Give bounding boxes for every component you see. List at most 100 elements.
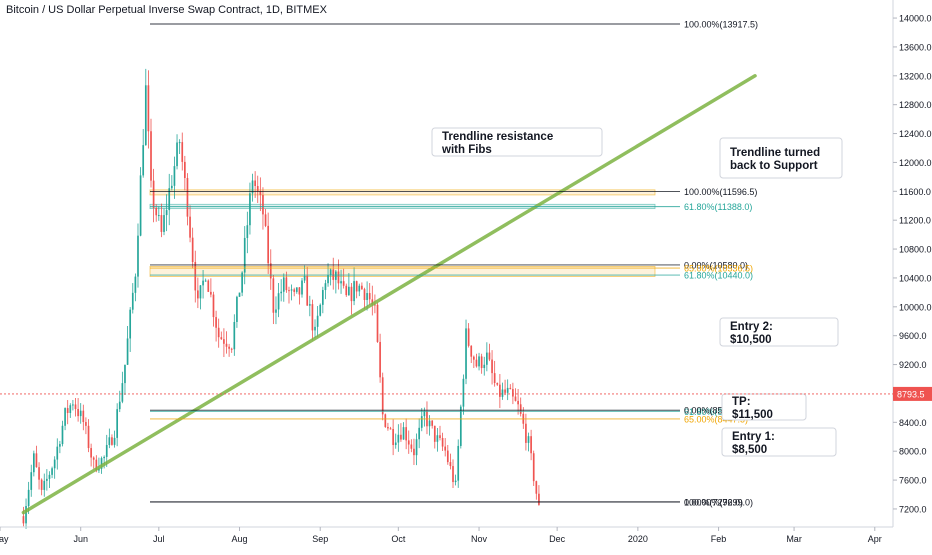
candle-body: [236, 296, 238, 322]
candle: [79, 403, 82, 424]
candle: [129, 307, 132, 352]
candle: [48, 471, 51, 489]
candle: [446, 445, 449, 465]
candle: [72, 399, 74, 411]
candle-body: [436, 435, 439, 442]
y-tick-label: 11200.0: [899, 216, 931, 226]
last-price-label: 8793.5: [897, 389, 925, 399]
candle-body: [197, 290, 199, 299]
fib-label: 100.00%(13917.5): [684, 20, 758, 30]
candle-body: [157, 215, 160, 217]
candle: [321, 286, 324, 314]
candle: [217, 318, 220, 348]
candle: [134, 273, 137, 302]
candle-body: [397, 434, 400, 443]
candle-body: [376, 304, 379, 342]
candle: [397, 424, 400, 452]
candle: [223, 328, 225, 357]
candle-body: [173, 166, 176, 186]
candle: [236, 295, 238, 328]
candle-body: [251, 180, 254, 194]
callout-box: [719, 317, 839, 347]
candle-body: [137, 235, 139, 277]
candle: [496, 382, 499, 386]
candle-body: [428, 420, 431, 427]
candle: [413, 438, 415, 466]
candle: [368, 283, 371, 305]
candle: [348, 273, 350, 296]
x-tick-label: Dec: [549, 534, 566, 544]
candle-body: [525, 423, 527, 443]
candle-body: [95, 459, 98, 471]
candle-body: [267, 225, 270, 264]
candle-body: [371, 299, 374, 305]
y-tick-label: 12800.0: [899, 100, 932, 110]
candle-body: [215, 317, 217, 328]
candle: [277, 282, 280, 318]
candle-body: [282, 277, 285, 292]
candle: [116, 403, 119, 447]
candle: [262, 187, 264, 230]
candle: [85, 417, 87, 435]
candle-body: [79, 410, 82, 417]
candle-body: [105, 444, 108, 457]
callout-box: [721, 427, 837, 457]
candle: [491, 350, 493, 385]
candle-body: [314, 326, 316, 331]
candle: [337, 259, 340, 290]
candle-body: [392, 429, 394, 446]
candle-body: [493, 373, 496, 383]
candle-body: [59, 444, 61, 447]
candle: [137, 223, 139, 288]
candle-body: [342, 281, 345, 286]
candle-body: [238, 292, 241, 297]
candle-body: [176, 142, 178, 167]
fib-label: 0.00%(7296.0): [684, 498, 743, 508]
candle-body: [379, 341, 381, 378]
fib-label: 100.00%(7299.0): [684, 497, 753, 507]
candle: [152, 168, 155, 223]
candle-body: [35, 453, 38, 468]
candle-body: [194, 261, 197, 291]
candle-body: [301, 280, 303, 295]
candle: [298, 287, 301, 305]
candle: [392, 419, 394, 456]
candle-body: [407, 440, 410, 445]
candle: [376, 302, 379, 343]
candle: [40, 478, 43, 496]
candle: [264, 208, 267, 228]
candle-body: [178, 142, 181, 144]
candle-body: [202, 280, 204, 286]
candle: [311, 299, 314, 341]
candle-body: [212, 294, 215, 318]
candle-body: [61, 425, 64, 445]
candle-body: [56, 446, 59, 460]
candle: [126, 326, 129, 366]
trendline: [21, 74, 757, 515]
candle-body: [423, 411, 426, 417]
candle-body: [472, 356, 475, 360]
candle-body: [298, 287, 301, 295]
candle-body: [306, 275, 309, 306]
candle: [295, 287, 298, 294]
candle-body: [439, 435, 441, 438]
candle: [30, 464, 33, 497]
candle: [303, 265, 306, 284]
candle: [306, 266, 309, 306]
candle: [228, 343, 230, 357]
candle: [77, 398, 79, 422]
candle-body: [381, 377, 384, 415]
candle-body: [230, 348, 233, 350]
callout-text: Entry 1: $8,500: [732, 431, 775, 456]
y-tick-label: 12400.0: [899, 129, 932, 139]
candle: [197, 277, 199, 309]
candle-body: [321, 290, 324, 305]
candle: [147, 70, 150, 149]
candle-body: [108, 437, 111, 445]
candle-body: [444, 446, 447, 451]
candle: [139, 167, 142, 237]
candle: [394, 433, 397, 449]
candle: [387, 422, 389, 431]
